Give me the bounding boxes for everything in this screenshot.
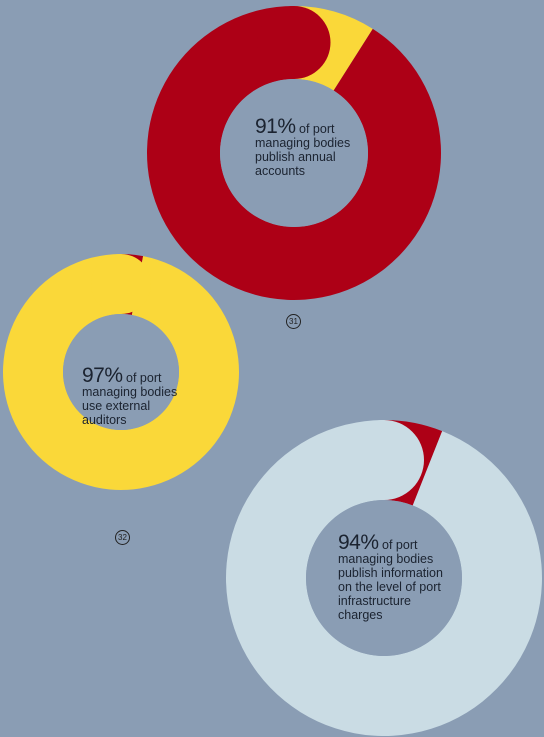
donut-1-hole <box>220 79 368 227</box>
donut-1-lead-text: of port <box>299 122 335 136</box>
donut-1-value-slice <box>146 6 442 301</box>
donut-3-lead-text: of port <box>382 538 418 552</box>
donut-3-value-slice <box>225 420 542 736</box>
donut-1-value-cap <box>257 6 331 79</box>
donut-2-description: managing bodies use external auditors <box>82 385 178 427</box>
donut-1-label: 91% of port managing bodies publish annu… <box>255 116 375 178</box>
donut-2-label: 97% of port managing bodies use external… <box>82 365 182 427</box>
donut-2-lead-text: of port <box>126 371 162 385</box>
donut-3-description: managing bodies publish information on t… <box>338 552 443 622</box>
donut-3-value-cap <box>344 420 424 500</box>
donut-2-percentage: 97% <box>82 364 123 387</box>
donut-2-value-slice <box>2 254 239 491</box>
donut-3-label: 94% of port managing bodies publish info… <box>338 532 458 622</box>
donut-1-description: managing bodies publish annual accounts <box>255 136 351 178</box>
footnote-marker-31: 31 <box>286 314 301 329</box>
footnote-marker-32: 32 <box>115 530 130 545</box>
donut-2-hole <box>63 314 179 430</box>
donut-3-percentage: 94% <box>338 531 379 554</box>
donut-2-value-cap <box>91 254 151 314</box>
donut-1-percentage: 91% <box>255 115 296 138</box>
donut-3-hole <box>306 500 462 656</box>
